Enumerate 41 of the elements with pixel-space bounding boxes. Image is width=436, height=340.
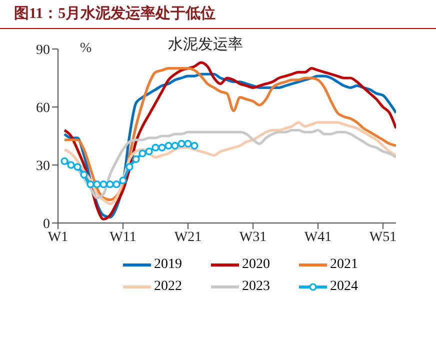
point [152,144,160,152]
point [190,142,198,150]
point [145,148,153,156]
x-tick-label: W21 [174,230,202,245]
point [184,140,192,148]
legend-label: 2024 [330,279,358,295]
point [112,180,120,188]
point [74,163,82,171]
point [86,180,94,188]
point [171,142,179,150]
y-tick-label: 60 [36,100,50,116]
y-tick-label: 30 [36,158,50,174]
line-series [63,121,396,205]
x-tick-label: W51 [369,230,397,245]
x-tick-label: W1 [48,230,68,245]
chart-title: 图11：5月水泥发运率处于低位 [0,0,436,29]
point [100,180,108,188]
point [106,180,114,188]
point [93,180,101,188]
x-tick-label: W31 [239,230,267,245]
x-tick-label: W41 [304,230,332,245]
point [67,161,75,169]
legend-label: 2021 [330,257,358,273]
y-axis-title: % [80,41,92,57]
point [132,155,140,163]
point [138,150,146,158]
x-tick-label: W11 [110,230,136,245]
point [164,142,172,150]
y-tick-label: 0 [43,216,50,232]
legend-label: 2019 [154,257,182,273]
point [60,157,68,165]
legend-label: 2023 [242,279,270,295]
y-tick-label: 90 [36,42,50,58]
point [80,170,88,178]
point [178,140,186,148]
chart-subtitle: 水泥发运率 [168,35,243,54]
point [126,163,134,171]
legend-label: 2022 [154,279,182,295]
point [119,176,127,184]
point [158,144,166,152]
legend-label: 2020 [242,257,270,273]
